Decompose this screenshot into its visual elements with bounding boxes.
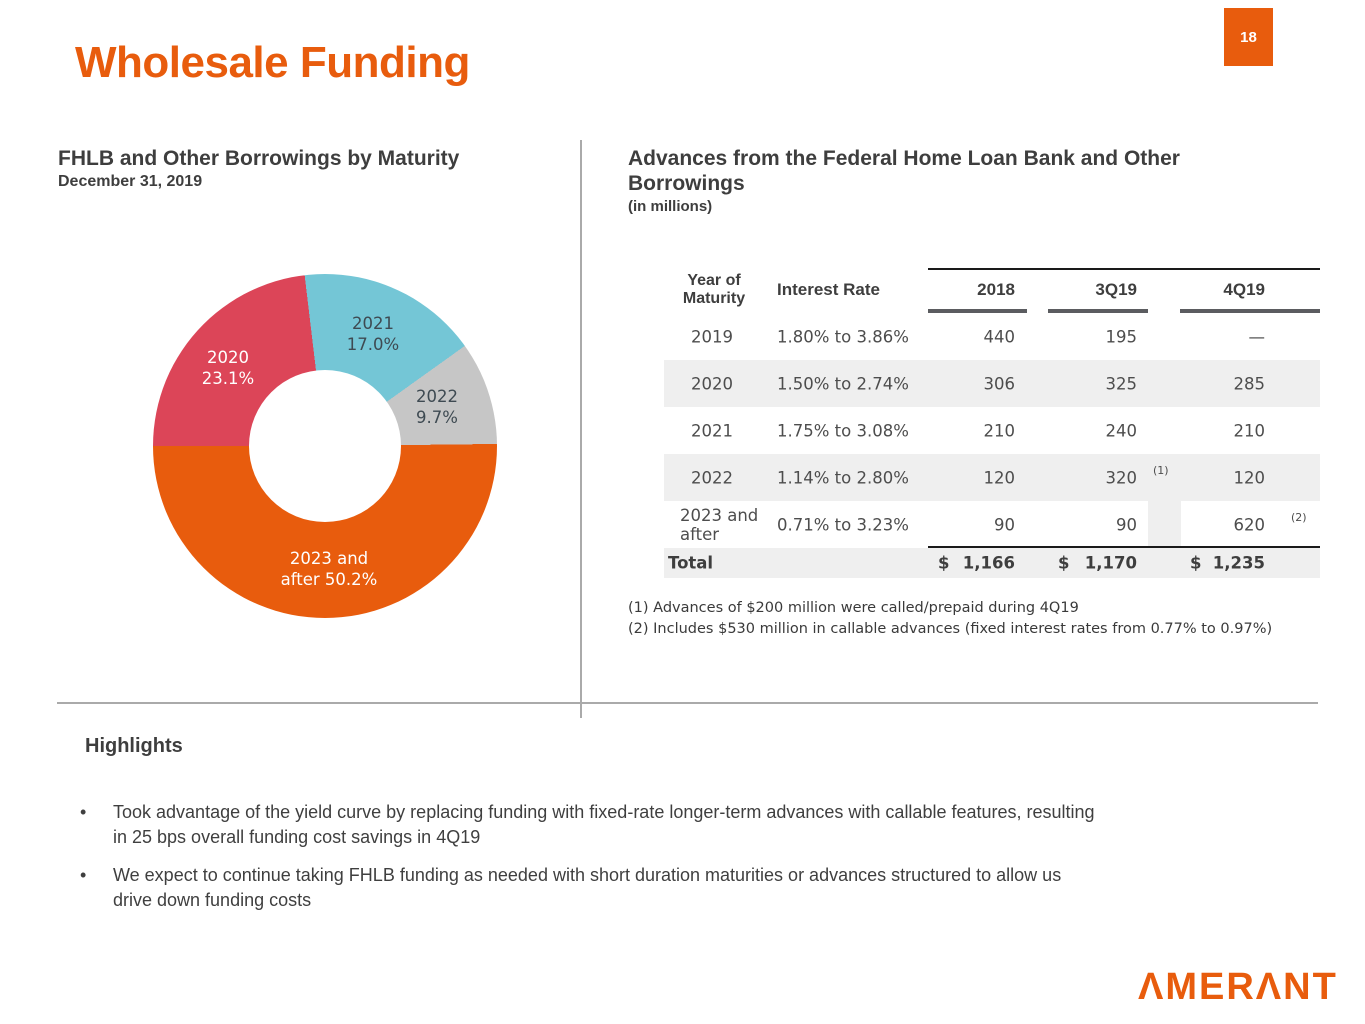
header-2018: 2018 bbox=[977, 280, 1015, 299]
borrowings-table: Year of Maturity Interest Rate 2018 3Q19… bbox=[664, 264, 1320, 578]
footnote-marker-2: (2) bbox=[1291, 511, 1307, 524]
table-row-total: Total $ 1,166 $ 1,170 $ 1,235 bbox=[664, 546, 1320, 578]
chart-section-subheading: December 31, 2019 bbox=[58, 173, 203, 190]
page-number: 18 bbox=[1240, 28, 1257, 46]
donut-segment-label-2021: 2021 17.0% bbox=[346, 314, 400, 354]
vertical-divider bbox=[580, 140, 582, 718]
donut-segment-label-2020: 2020 23.1% bbox=[201, 348, 255, 388]
currency-symbol: $ bbox=[1058, 553, 1070, 573]
table-row-2021: 2021 1.75% to 3.08% 210 240 210 bbox=[691, 421, 1265, 440]
chart-section-heading: FHLB and Other Borrowings by Maturity bbox=[58, 147, 460, 170]
bullet-marker: • bbox=[80, 865, 87, 885]
header-3q19: 3Q19 bbox=[1095, 280, 1137, 299]
bullet-item: • We expect to continue taking FHLB fund… bbox=[80, 863, 1310, 913]
bullet-item: • Took advantage of the yield curve by r… bbox=[80, 800, 1310, 850]
footnote-marker-1: (1) bbox=[1153, 464, 1169, 477]
table-header-row: Year of Maturity Interest Rate 2018 3Q19… bbox=[664, 264, 1320, 313]
donut-hole bbox=[249, 370, 401, 522]
table-row-2022: 2022 1.14% to 2.80% 120 320 (1) 120 bbox=[664, 454, 1320, 501]
donut-segment-label-2022: 2022 9.7% bbox=[416, 387, 458, 427]
highlights-list: • Took advantage of the yield curve by r… bbox=[80, 800, 1310, 926]
table-section-subheading: (in millions) bbox=[628, 198, 713, 215]
donut-segment-label-2023-and-after: 2023 and after 50.2% bbox=[280, 549, 378, 589]
table-header-topline bbox=[928, 268, 1320, 270]
table-row-2019: 2019 1.80% to 3.86% 440 195 — bbox=[691, 327, 1265, 346]
row-gray-strip bbox=[1148, 501, 1181, 548]
header-underline-4q19 bbox=[1180, 309, 1320, 313]
table-row-2023-and-after: 2023 and after 0.71% to 3.23% 90 90 620 … bbox=[664, 501, 1320, 548]
footnote-2: (2) Includes $530 million in callable ad… bbox=[628, 621, 1273, 637]
total-topline bbox=[928, 546, 1320, 548]
bullet-marker: • bbox=[80, 802, 87, 822]
table-footnotes: (1) Advances of $200 million were called… bbox=[628, 598, 1272, 640]
amerant-logo: ΛMERΛNT bbox=[1138, 966, 1338, 1008]
table-row-2020: 2020 1.50% to 2.74% 306 325 285 bbox=[664, 360, 1320, 407]
donut-chart: 2021 17.0% 2022 9.7% 2023 and after 50.2… bbox=[153, 274, 497, 618]
currency-symbol: $ bbox=[938, 553, 950, 573]
table-section-heading: Advances from the Federal Home Loan Bank… bbox=[628, 147, 1180, 195]
header-4q19: 4Q19 bbox=[1223, 280, 1265, 299]
header-underline-3q19 bbox=[1048, 309, 1148, 313]
page-title: Wholesale Funding bbox=[75, 38, 470, 87]
page-number-badge: 18 bbox=[1224, 8, 1273, 66]
header-year-of-maturity: Year of Maturity bbox=[682, 272, 746, 307]
highlights-heading: Highlights bbox=[85, 735, 183, 757]
horizontal-divider bbox=[57, 702, 1318, 704]
footnote-1: (1) Advances of $200 million were called… bbox=[628, 600, 1079, 616]
header-underline-2018 bbox=[928, 309, 1027, 313]
currency-symbol: $ bbox=[1190, 553, 1202, 573]
header-interest-rate: Interest Rate bbox=[777, 280, 880, 299]
